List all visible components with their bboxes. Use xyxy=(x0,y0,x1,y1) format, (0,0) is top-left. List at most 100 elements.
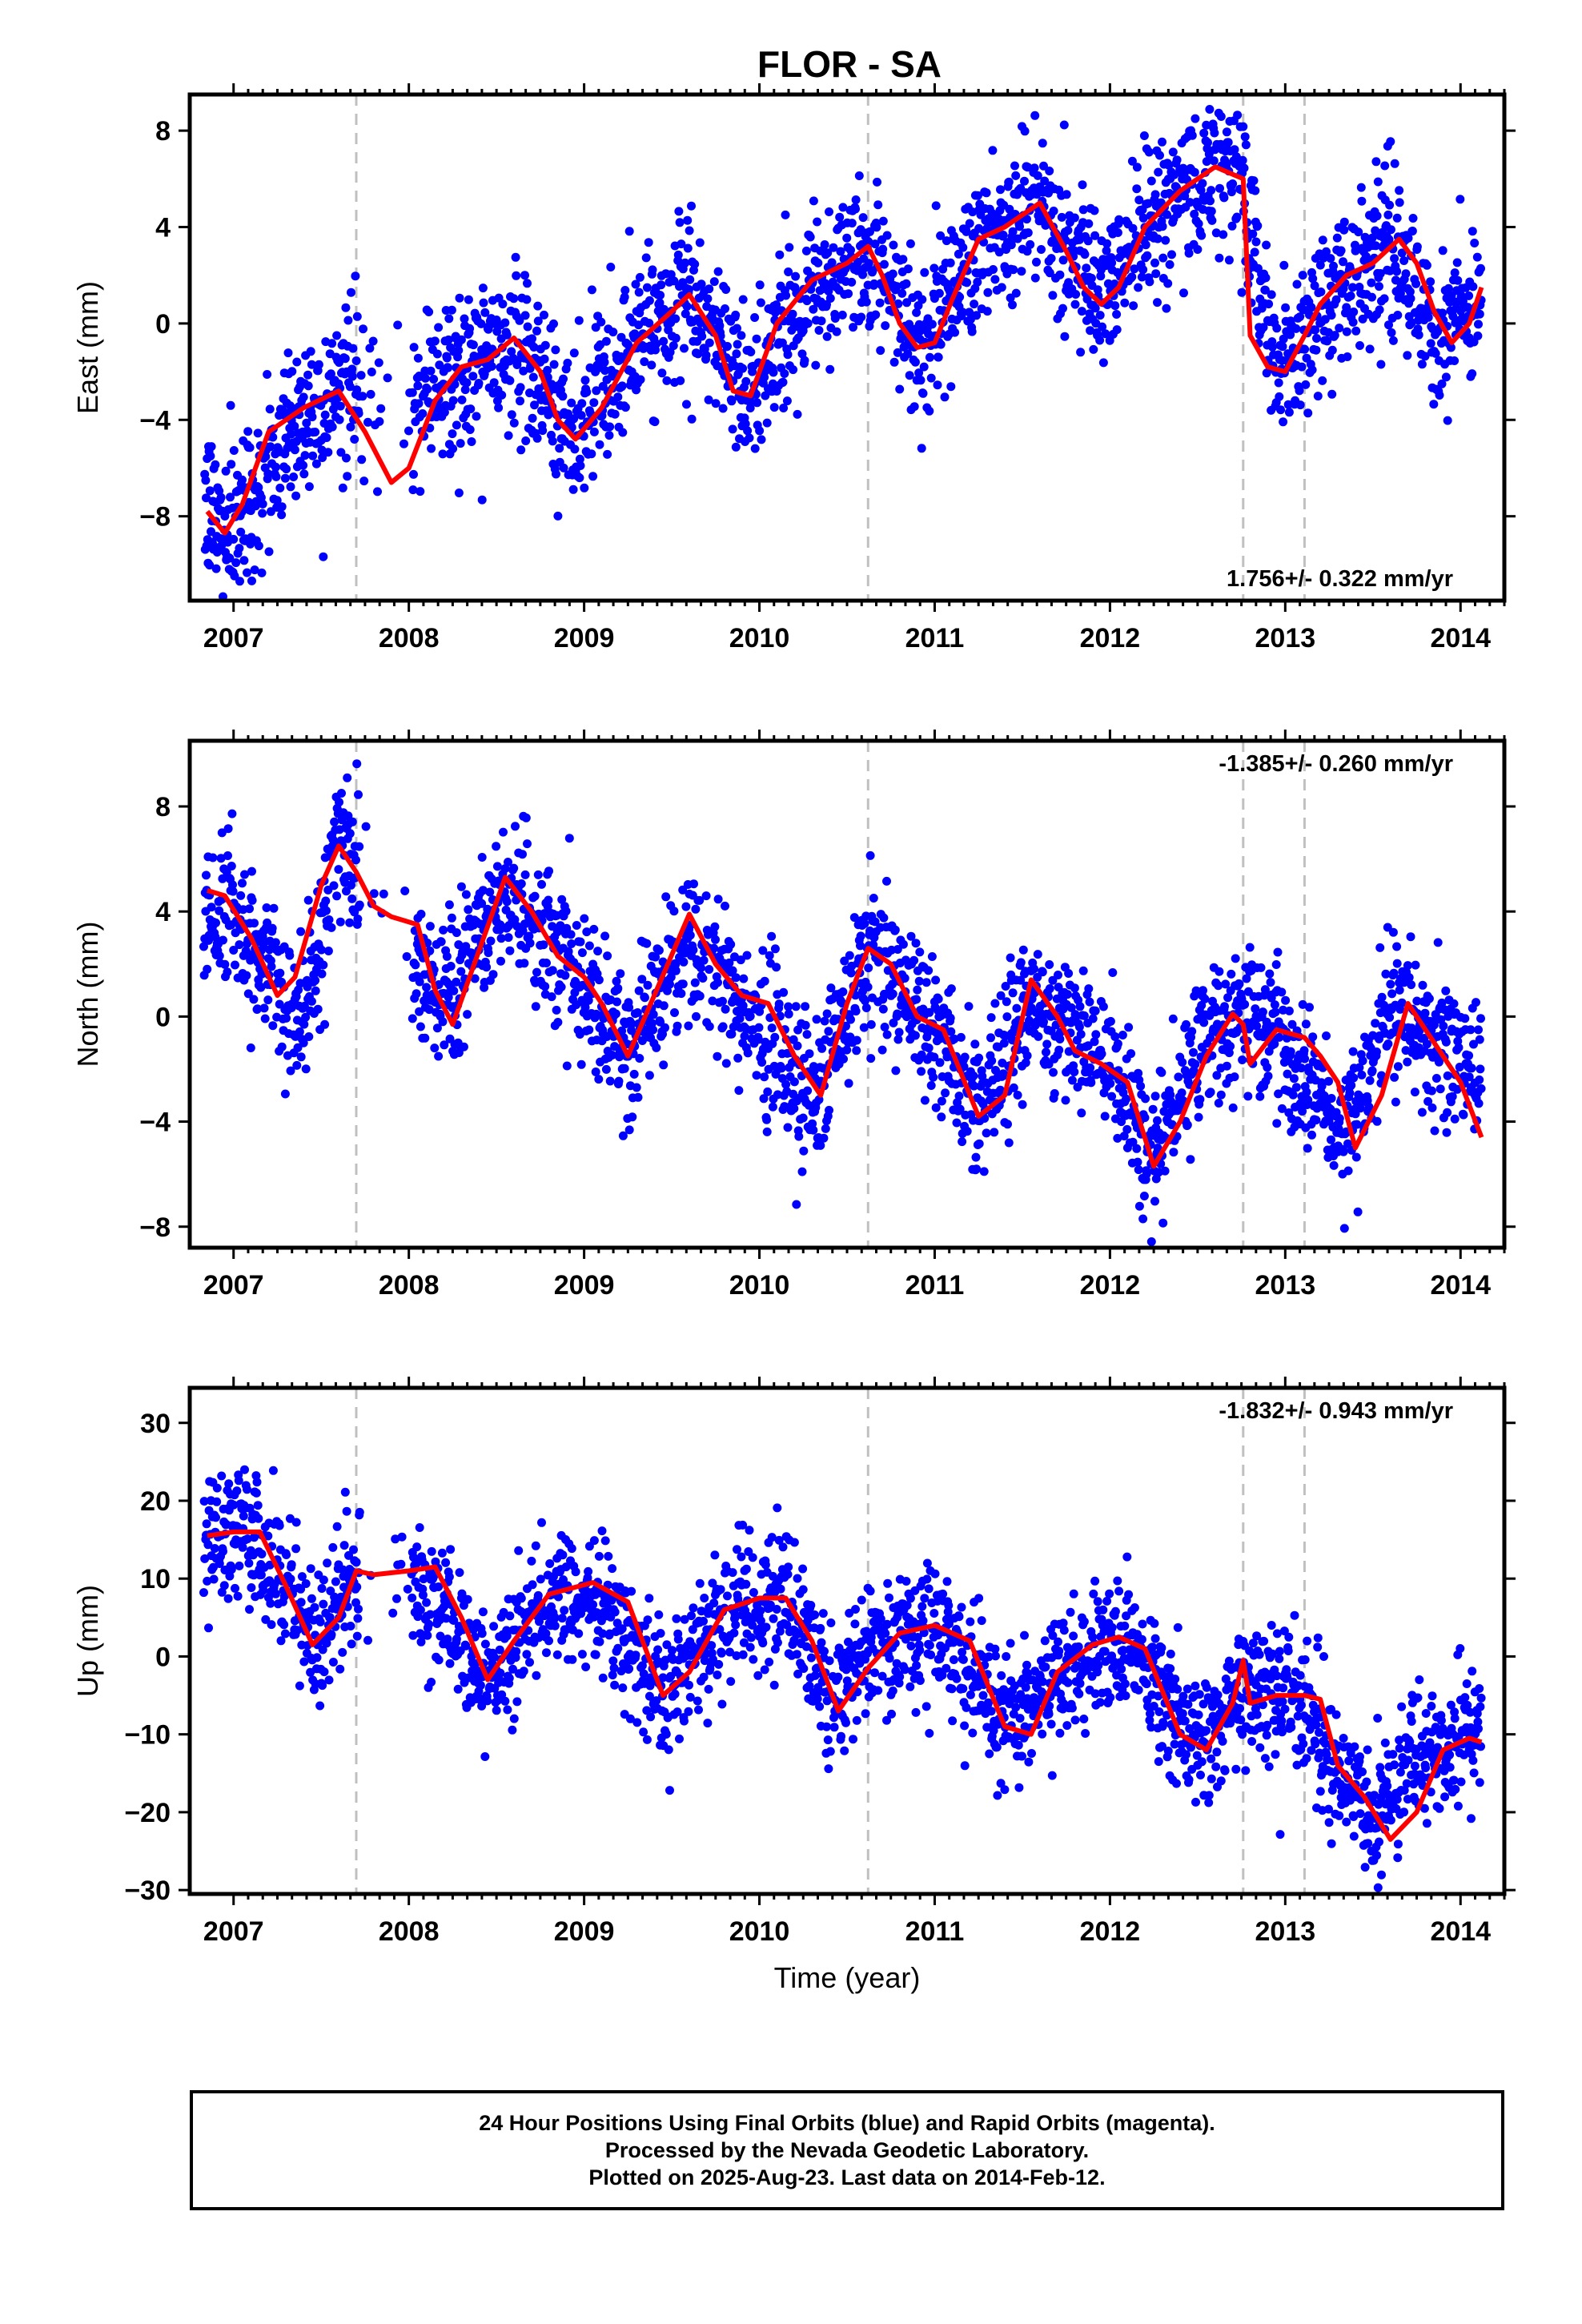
data-point xyxy=(416,910,426,919)
data-point xyxy=(1303,1144,1312,1153)
data-point xyxy=(562,923,572,933)
data-point xyxy=(752,334,761,344)
data-point xyxy=(492,842,501,851)
data-point xyxy=(1356,183,1366,192)
data-point xyxy=(1417,360,1427,369)
data-point xyxy=(691,904,701,914)
y-tick-label: −8 xyxy=(139,1212,171,1243)
data-point xyxy=(1138,213,1148,223)
data-point xyxy=(802,296,812,306)
data-point xyxy=(890,925,900,935)
data-point xyxy=(1348,283,1357,292)
data-point xyxy=(674,207,684,216)
data-point xyxy=(442,951,452,961)
data-point xyxy=(792,1200,801,1209)
data-point xyxy=(952,1118,962,1128)
data-point xyxy=(962,1127,972,1136)
data-point xyxy=(511,252,520,262)
data-point xyxy=(347,880,355,890)
data-point xyxy=(236,527,246,537)
data-point xyxy=(235,544,244,553)
data-point xyxy=(1343,1166,1353,1176)
data-point xyxy=(1343,1139,1352,1148)
data-point xyxy=(925,352,934,362)
data-point xyxy=(254,483,263,493)
data-point xyxy=(1317,1081,1327,1091)
data-point xyxy=(1263,1063,1272,1072)
data-point xyxy=(1308,1032,1318,1042)
data-point xyxy=(334,865,343,875)
data-point xyxy=(452,977,461,987)
data-point xyxy=(564,409,572,419)
data-point xyxy=(429,375,439,384)
data-point xyxy=(1433,938,1443,947)
data-point xyxy=(791,1002,801,1011)
data-point xyxy=(303,982,312,991)
data-point xyxy=(1262,240,1271,250)
data-point xyxy=(715,321,725,331)
data-point xyxy=(774,999,784,1009)
data-point xyxy=(1119,1132,1129,1141)
data-point xyxy=(982,1128,991,1138)
data-point xyxy=(678,979,688,989)
data-point xyxy=(656,280,666,290)
y-tick-label: −8 xyxy=(139,502,171,533)
data-point xyxy=(982,188,991,198)
data-point xyxy=(1080,250,1090,259)
data-point xyxy=(972,1164,982,1174)
data-point xyxy=(1020,176,1029,186)
data-point xyxy=(504,431,513,440)
data-point xyxy=(1089,344,1098,354)
data-point xyxy=(1134,195,1144,205)
data-point xyxy=(582,388,592,397)
chart-title: FLOR - SA xyxy=(757,43,942,85)
data-point xyxy=(291,491,301,501)
data-point xyxy=(264,547,274,557)
data-point xyxy=(347,894,357,903)
data-point xyxy=(1070,1068,1079,1076)
data-point xyxy=(343,316,353,325)
data-point xyxy=(1084,219,1094,228)
data-point xyxy=(414,399,424,408)
data-point xyxy=(1005,204,1014,214)
data-point xyxy=(1367,292,1376,302)
data-point xyxy=(438,1017,448,1027)
data-point xyxy=(323,947,333,955)
data-point xyxy=(819,1133,829,1143)
data-point xyxy=(1296,1063,1306,1073)
data-point xyxy=(404,426,413,436)
data-point xyxy=(892,282,901,292)
data-point xyxy=(1423,312,1433,322)
data-point xyxy=(1233,111,1243,120)
data-point xyxy=(1447,1092,1457,1101)
data-point xyxy=(842,1045,852,1055)
data-point xyxy=(1475,309,1484,319)
data-point xyxy=(459,1042,468,1051)
data-point xyxy=(888,989,897,999)
data-point xyxy=(330,817,339,826)
data-point xyxy=(1020,127,1030,136)
data-point xyxy=(227,460,236,469)
data-point xyxy=(430,1043,440,1053)
data-point xyxy=(857,312,866,322)
data-point xyxy=(1232,212,1242,222)
data-point xyxy=(608,1051,617,1059)
data-point xyxy=(568,485,578,494)
data-point xyxy=(784,1009,793,1019)
y-tick-label: 0 xyxy=(155,1002,171,1032)
data-point xyxy=(757,1058,767,1067)
data-point xyxy=(954,1092,964,1101)
data-point xyxy=(812,1015,821,1024)
data-point xyxy=(1438,246,1447,255)
data-point xyxy=(1422,1039,1431,1049)
data-point xyxy=(996,185,1005,195)
data-point xyxy=(1198,179,1207,188)
data-point xyxy=(426,366,436,376)
data-point xyxy=(872,223,881,232)
data-point xyxy=(1045,167,1054,175)
data-point xyxy=(422,983,432,992)
data-point xyxy=(1377,992,1387,1002)
data-point xyxy=(1082,263,1091,273)
data-point xyxy=(897,288,907,298)
